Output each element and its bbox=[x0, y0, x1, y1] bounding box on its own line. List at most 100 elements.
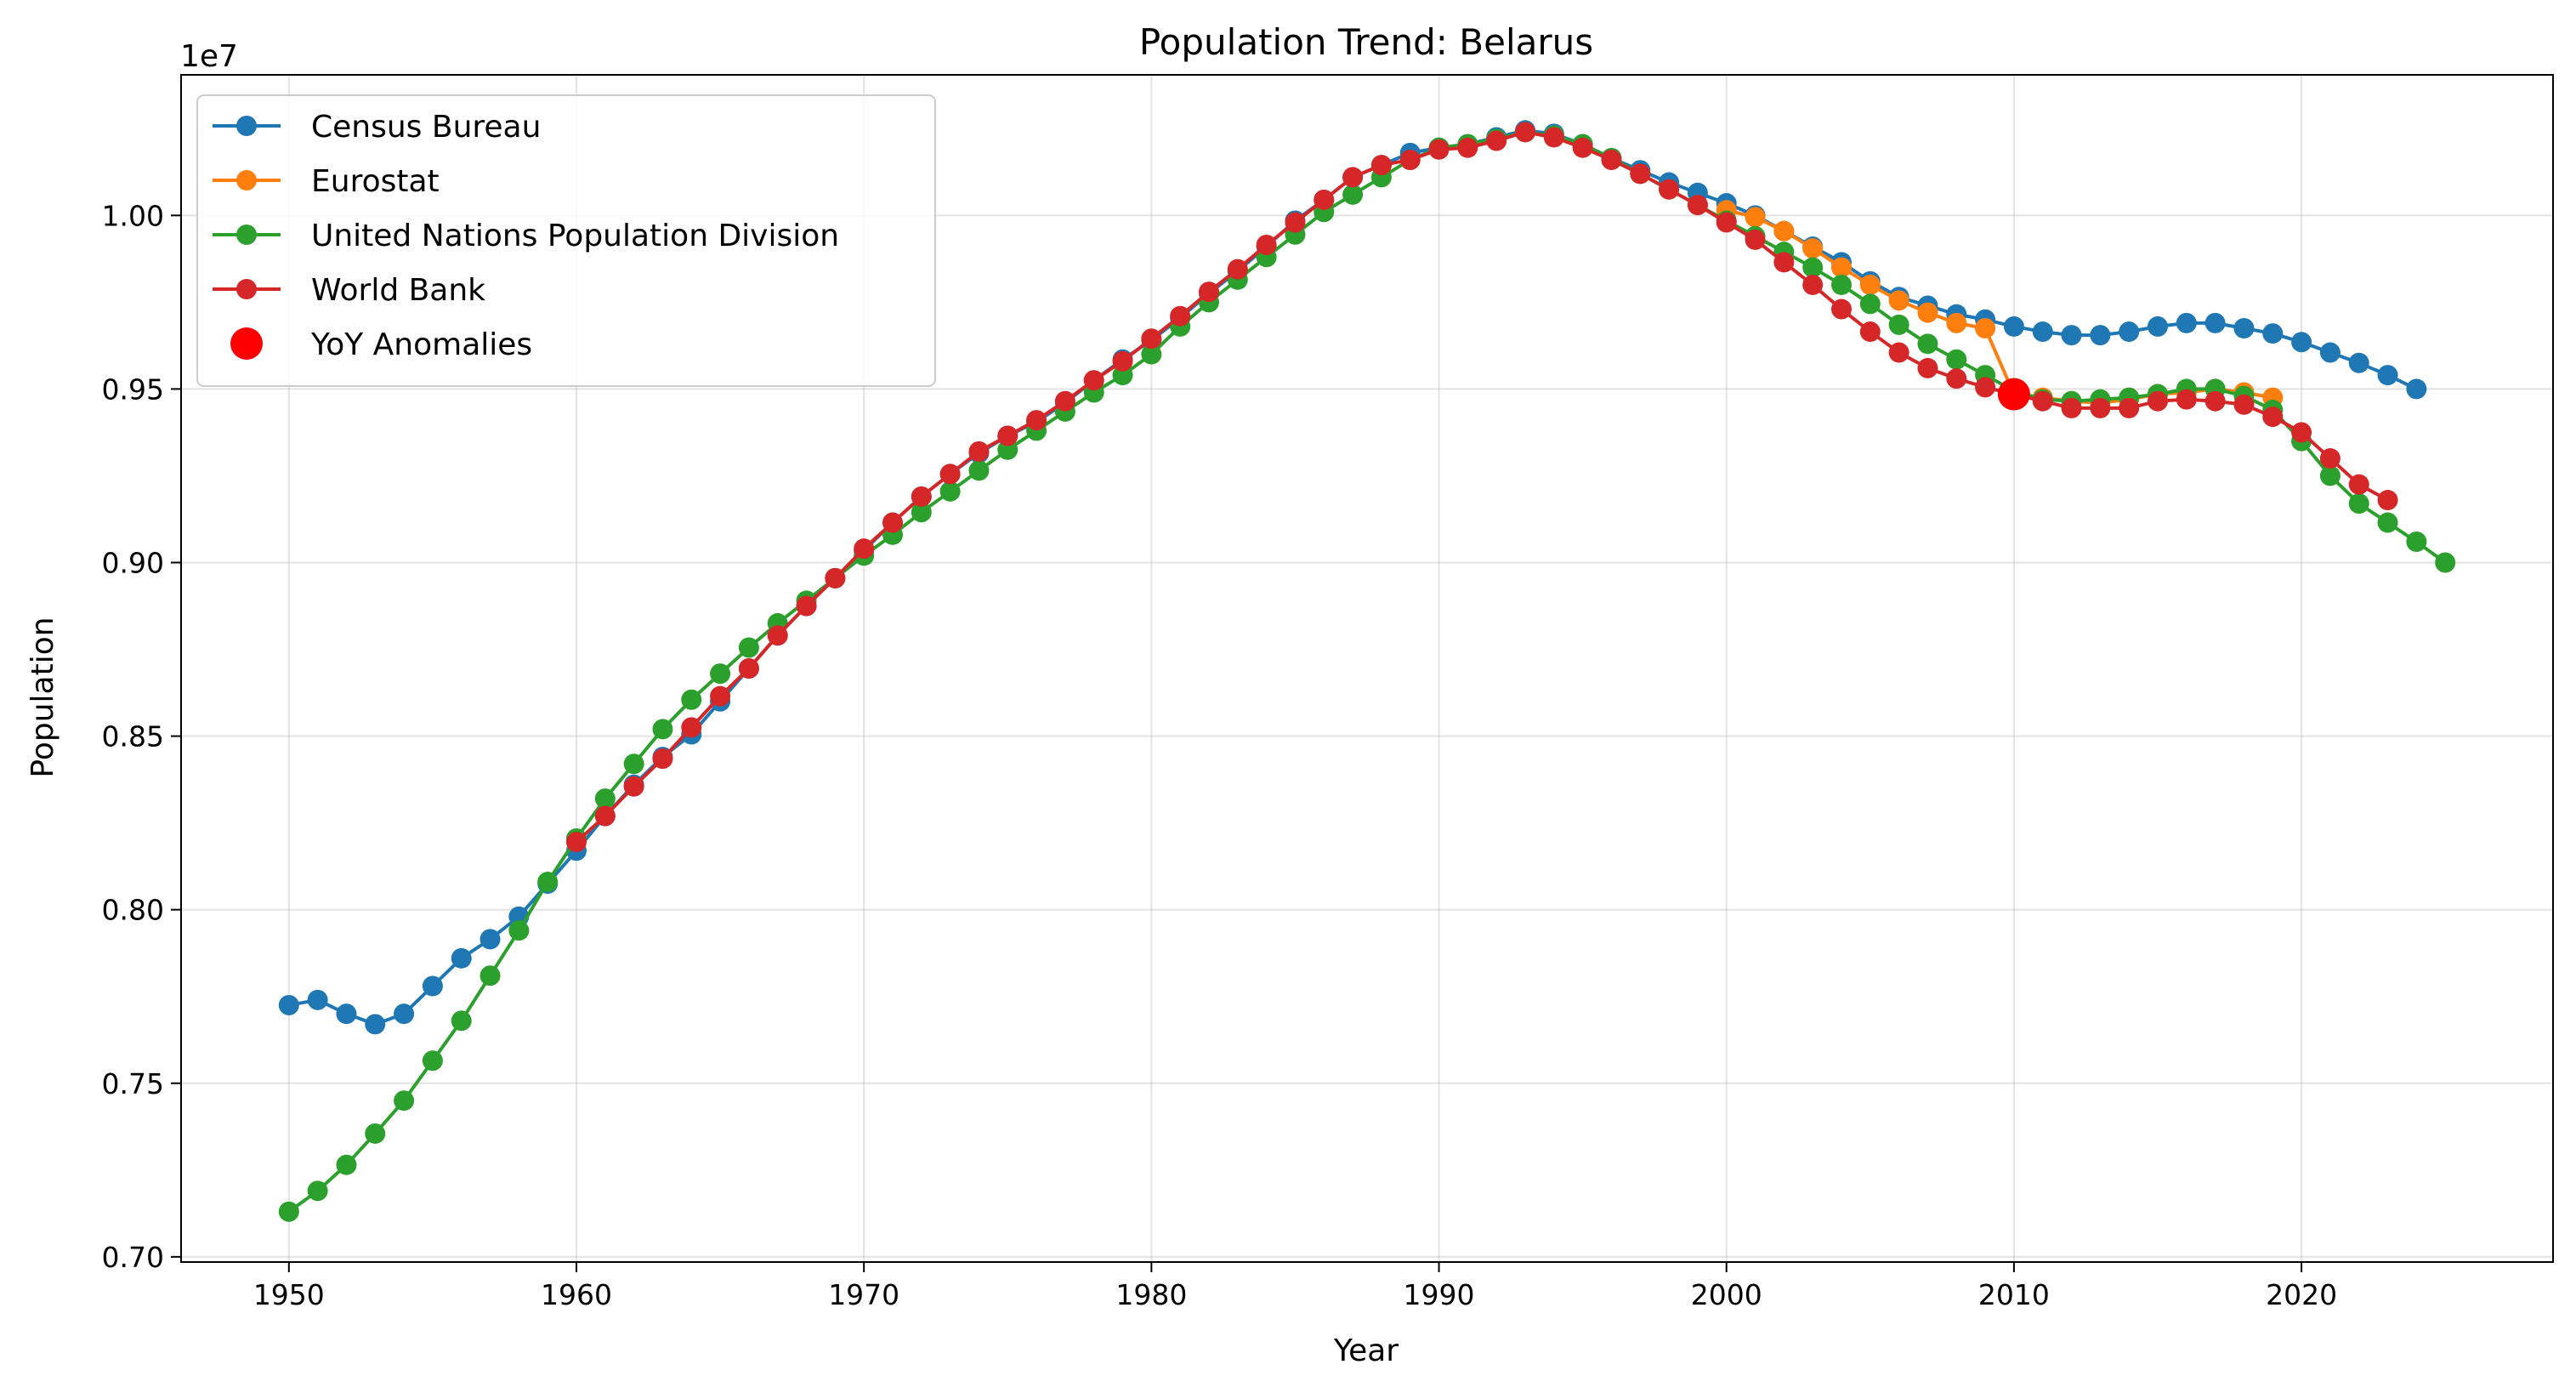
data-point-world-bank bbox=[1515, 122, 1535, 143]
data-point-united-nations-population-division bbox=[911, 502, 932, 523]
data-point-census-bureau bbox=[451, 947, 472, 969]
legend-swatch-marker bbox=[236, 116, 257, 136]
data-point-world-bank bbox=[968, 441, 990, 462]
data-point-census-bureau bbox=[2061, 325, 2082, 346]
data-point-eurostat bbox=[1831, 257, 1852, 278]
data-point-eurostat bbox=[1802, 238, 1824, 259]
legend-label: Eurostat bbox=[311, 164, 440, 199]
data-point-world-bank bbox=[2204, 390, 2226, 412]
data-point-world-bank bbox=[1601, 150, 1622, 171]
data-point-world-bank bbox=[1572, 137, 1593, 158]
data-point-world-bank bbox=[767, 625, 788, 646]
data-point-world-bank bbox=[1054, 390, 1075, 412]
series-yoy-anomalies bbox=[1997, 378, 2030, 411]
data-point-united-nations-population-division bbox=[1831, 274, 1852, 295]
data-point-united-nations-population-division bbox=[451, 1010, 472, 1032]
data-point-world-bank bbox=[1888, 342, 1909, 363]
chart-title: Population Trend: Belarus bbox=[1139, 21, 1593, 63]
legend-label: Census Bureau bbox=[311, 110, 541, 145]
data-point-world-bank bbox=[796, 595, 817, 617]
plot-frame bbox=[180, 74, 2554, 1263]
y-axis-label: Population bbox=[26, 617, 60, 777]
data-point-world-bank bbox=[997, 425, 1018, 446]
data-point-world-bank bbox=[825, 567, 846, 588]
data-point-eurostat bbox=[1946, 312, 1967, 333]
data-point-world-bank bbox=[2061, 397, 2082, 418]
series-line-world-bank bbox=[575, 130, 2389, 844]
data-point-united-nations-population-division bbox=[537, 872, 559, 893]
x-tick-label: 1990 bbox=[1404, 1278, 1475, 1311]
data-point-world-bank bbox=[1917, 357, 1938, 378]
data-point-world-bank bbox=[1745, 229, 1766, 250]
data-point-united-nations-population-division bbox=[681, 689, 702, 710]
data-point-world-bank bbox=[1831, 298, 1852, 320]
y-tick-label: 0.95 bbox=[102, 372, 164, 406]
data-point-world-bank bbox=[911, 486, 932, 507]
x-tick-label: 1950 bbox=[253, 1278, 325, 1311]
data-point-world-bank bbox=[1256, 235, 1277, 256]
data-point-united-nations-population-division bbox=[1342, 184, 1364, 205]
data-point-world-bank bbox=[1342, 167, 1364, 188]
data-point-world-bank bbox=[1773, 252, 1795, 273]
data-point-world-bank bbox=[1659, 179, 1680, 200]
data-point-united-nations-population-division bbox=[2435, 552, 2456, 573]
series-layer bbox=[278, 120, 2456, 1222]
data-point-world-bank bbox=[882, 512, 903, 533]
data-point-united-nations-population-division bbox=[365, 1123, 386, 1144]
data-point-united-nations-population-division bbox=[2406, 532, 2427, 553]
data-point-world-bank bbox=[1199, 281, 1219, 303]
legend-swatch-marker bbox=[236, 279, 257, 299]
data-point-census-bureau bbox=[2148, 316, 2168, 337]
legend-label: YoY Anomalies bbox=[310, 327, 532, 362]
data-point-world-bank bbox=[1370, 155, 1392, 176]
data-point-united-nations-population-division bbox=[508, 920, 530, 941]
x-tick-label: 2010 bbox=[1978, 1278, 2050, 1311]
data-point-world-bank bbox=[710, 685, 731, 707]
data-point-eurostat bbox=[1745, 207, 1766, 228]
data-point-united-nations-population-division bbox=[939, 480, 961, 502]
data-point-world-bank bbox=[2233, 394, 2255, 415]
data-point-world-bank bbox=[2377, 490, 2398, 511]
x-tick-label: 1980 bbox=[1115, 1278, 1187, 1311]
data-point-census-bureau bbox=[2233, 317, 2255, 338]
y-tick-label: 0.90 bbox=[102, 547, 164, 580]
data-point-census-bureau bbox=[479, 929, 501, 950]
data-point-world-bank bbox=[1859, 321, 1881, 343]
data-point-world-bank bbox=[2319, 448, 2341, 469]
data-point-census-bureau bbox=[2090, 325, 2111, 346]
data-point-united-nations-population-division bbox=[594, 788, 616, 810]
data-point-world-bank bbox=[1112, 350, 1133, 372]
data-point-census-bureau bbox=[2119, 321, 2140, 343]
data-point-census-bureau bbox=[2406, 378, 2427, 400]
axis-ticks: 1950 1960 1970 1980 1990 2000 2010 2020 0.70 0.75… bbox=[102, 199, 2338, 1311]
legend-item: World Bank bbox=[213, 273, 485, 308]
series-line-united-nations-population-division bbox=[287, 130, 2447, 1214]
legend-item: Eurostat bbox=[213, 164, 440, 199]
data-point-united-nations-population-division bbox=[479, 965, 501, 986]
data-point-world-bank bbox=[2262, 407, 2284, 428]
data-point-united-nations-population-division bbox=[1946, 349, 1967, 370]
data-point-world-bank bbox=[1946, 368, 1967, 389]
data-point-world-bank bbox=[594, 805, 616, 827]
data-point-united-nations-population-division bbox=[2377, 512, 2398, 533]
data-point-world-bank bbox=[2148, 390, 2168, 412]
data-point-world-bank bbox=[1716, 212, 1737, 233]
data-point-world-bank bbox=[1486, 130, 1507, 151]
data-point-world-bank bbox=[1141, 328, 1162, 350]
data-point-census-bureau bbox=[2176, 312, 2197, 333]
data-point-world-bank bbox=[2090, 397, 2111, 418]
data-point-census-bureau bbox=[278, 994, 299, 1015]
y-tick-label: 0.75 bbox=[102, 1067, 164, 1100]
legend-swatch-marker bbox=[230, 327, 263, 360]
data-point-census-bureau bbox=[307, 989, 328, 1010]
data-point-united-nations-population-division bbox=[968, 460, 990, 481]
data-point-census-bureau bbox=[336, 1004, 357, 1025]
data-point-world-bank bbox=[1975, 377, 1996, 398]
data-point-world-bank bbox=[2176, 389, 2197, 410]
data-point-united-nations-population-division bbox=[1888, 314, 1909, 335]
data-point-world-bank bbox=[2291, 422, 2312, 443]
legend-box bbox=[196, 94, 936, 387]
data-point-world-bank bbox=[2032, 390, 2053, 412]
data-point-world-bank bbox=[1630, 163, 1651, 185]
data-point-united-nations-population-division bbox=[1917, 333, 1938, 355]
